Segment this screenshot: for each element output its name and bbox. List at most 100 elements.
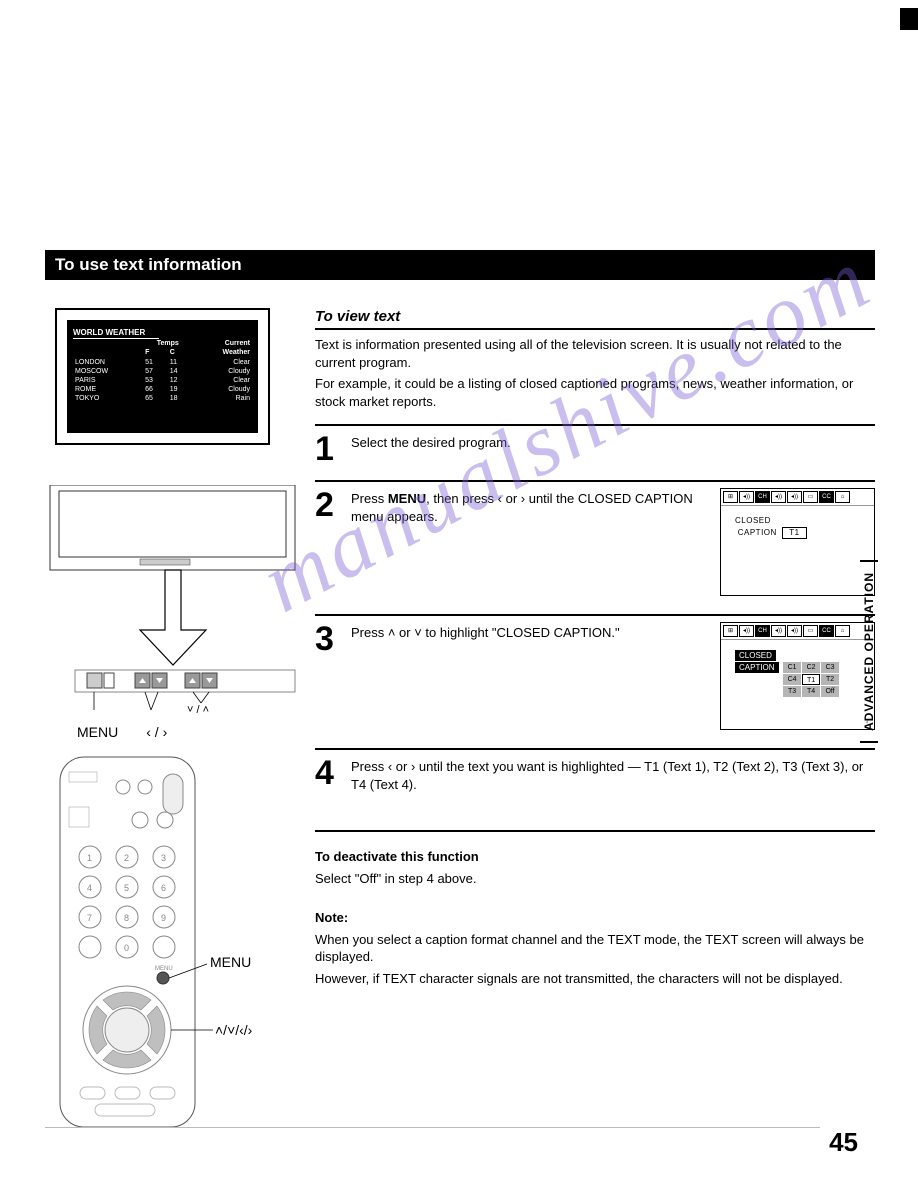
osd-icon: ▭ [803, 491, 818, 503]
city-cell: PARIS [73, 376, 143, 385]
svg-text:6: 6 [161, 883, 166, 893]
remote-menu-label: MENU [210, 954, 251, 970]
weather-screen-example: WORLD WEATHER Temps Current F C Weather [55, 308, 270, 445]
step-2-osd: ⊞ ◂)) CH ◂)) ◂)) ▭ CC ⌂ CLOSED CAPTION [720, 488, 875, 600]
osd-icon: ◂)) [787, 625, 802, 637]
osd-icon: ◂)) [787, 491, 802, 503]
grid-cell: T4 [802, 686, 820, 697]
grid-cell: C4 [783, 674, 801, 685]
cc-caption-selected: CAPTION [735, 662, 779, 673]
osd-icon-row: ⊞ ◂)) CH ◂)) ◂)) ▭ CC ⌂ [721, 623, 874, 640]
c-cell: 11 [168, 358, 193, 367]
step-1-text: Select the desired program. [351, 432, 875, 466]
cc-caption: CAPTION [738, 528, 777, 537]
col-weather: Weather [192, 348, 252, 357]
osd-icon: ⊞ [723, 491, 738, 503]
col-f: F [143, 348, 168, 357]
cc-label-selected: CLOSED [735, 650, 776, 661]
note-p1: When you select a caption format channel… [315, 931, 875, 966]
step-2-text-b: MENU [388, 491, 426, 506]
osd-cc-icon: CC [819, 491, 834, 503]
osd-icon: CH [755, 491, 770, 503]
ud-label: ˅ / ˄ [187, 704, 209, 715]
grid-cell: T2 [821, 674, 839, 685]
osd-icon: ◂)) [771, 625, 786, 637]
f-cell: 53 [143, 376, 168, 385]
grid-cell-highlighted: T1 [802, 674, 820, 685]
weather-table: Temps Current F C Weather LONDON5111 Clea… [73, 339, 252, 403]
lr-arrows-label: ‹ / › [146, 724, 167, 740]
f-cell: 51 [143, 358, 168, 367]
side-tab-label: ADVANCED OPERATION [862, 572, 876, 731]
osd-icon: ▭ [803, 625, 818, 637]
closed-caption-osd-text: CLOSED CAPTION T1 [735, 516, 874, 539]
w-cell: Rain [192, 394, 252, 403]
svg-text:MENU: MENU [155, 966, 173, 972]
grid-cell: C2 [802, 662, 820, 673]
osd-icon: ◂)) [771, 491, 786, 503]
t1-value: T1 [782, 527, 806, 539]
grid-cell: Off [821, 686, 839, 697]
step-1: 1 Select the desired program. [315, 424, 875, 466]
osd-icon: CH [755, 625, 770, 637]
step-4: 4 Press ‹ or › until the text you want i… [315, 748, 875, 808]
svg-text:8: 8 [124, 913, 129, 923]
side-section-tab: ADVANCED OPERATION [860, 560, 878, 743]
step-4-text: Press ‹ or › until the text you want is … [351, 756, 875, 808]
bottom-rule [45, 1127, 820, 1128]
city-cell: TOKYO [73, 394, 143, 403]
svg-text:9: 9 [161, 913, 166, 923]
step-3: 3 Press ˄ or ˅ to highlight "CLOSED CAPT… [315, 614, 875, 734]
w-cell: Cloudy [192, 367, 252, 376]
view-text-heading: To view text [315, 308, 875, 330]
step-4-number: 4 [315, 756, 351, 808]
section-title-bar: To use text information [45, 250, 875, 280]
f-cell: 65 [143, 394, 168, 403]
c-cell: 18 [168, 394, 193, 403]
f-cell: 66 [143, 385, 168, 394]
step-3-text: Press ˄ or ˅ to highlight "CLOSED CAPTIO… [351, 622, 712, 734]
osd-icon: ⊞ [723, 625, 738, 637]
note-heading: Note: [315, 910, 348, 925]
col-current: Current [192, 339, 252, 348]
note-p2: However, if TEXT character signals are n… [315, 970, 875, 988]
tv-diagram: ˅ / ˄ [45, 485, 300, 720]
osd-cc-icon: CC [819, 625, 834, 637]
f-cell: 57 [143, 367, 168, 376]
caption-options-grid: C1 C2 C3 C4 T1 T2 [783, 661, 840, 697]
cc-label: CLOSED [735, 516, 771, 525]
remote-diagram: 1 2 3 4 5 6 7 8 9 0 MENU [55, 752, 285, 1137]
svg-text:2: 2 [124, 853, 129, 863]
col-temps: Temps [143, 339, 192, 348]
remote-arrows-label: ˄/˅/‹/› [215, 1022, 252, 1038]
deactivate-heading: To deactivate this function [315, 849, 479, 864]
step-2-text: Press MENU, then press ‹ or › until the … [351, 488, 712, 600]
w-cell: Clear [192, 376, 252, 385]
c-cell: 14 [168, 367, 193, 376]
svg-text:4: 4 [87, 883, 92, 893]
osd-icon-row: ⊞ ◂)) CH ◂)) ◂)) ▭ CC ⌂ [721, 489, 874, 506]
city-cell: ROME [73, 385, 143, 394]
city-cell: MOSCOW [73, 367, 143, 376]
menu-label-tv: MENU [77, 724, 118, 740]
deactivate-section: To deactivate this function Select "Off"… [315, 830, 875, 987]
step-2-text-a: Press [351, 491, 388, 506]
city-cell: LONDON [73, 358, 143, 367]
grid-cell: T3 [783, 686, 801, 697]
step-2-number: 2 [315, 488, 351, 600]
col-c: C [168, 348, 193, 357]
step-3-osd: ⊞ ◂)) CH ◂)) ◂)) ▭ CC ⌂ CLOSED [720, 622, 875, 734]
svg-text:5: 5 [124, 883, 129, 893]
osd-icon: ◂)) [739, 625, 754, 637]
step-3-number: 3 [315, 622, 351, 734]
weather-title: WORLD WEATHER [73, 328, 159, 339]
grid-cell: C1 [783, 662, 801, 673]
osd-icon: ⌂ [835, 491, 850, 503]
osd-icon: ⌂ [835, 625, 850, 637]
c-cell: 19 [168, 385, 193, 394]
svg-text:3: 3 [161, 853, 166, 863]
intro-paragraph-2: For example, it could be a listing of cl… [315, 375, 875, 410]
w-cell: Cloudy [192, 385, 252, 394]
page-number: 45 [829, 1127, 858, 1158]
deactivate-text: Select "Off" in step 4 above. [315, 870, 875, 888]
